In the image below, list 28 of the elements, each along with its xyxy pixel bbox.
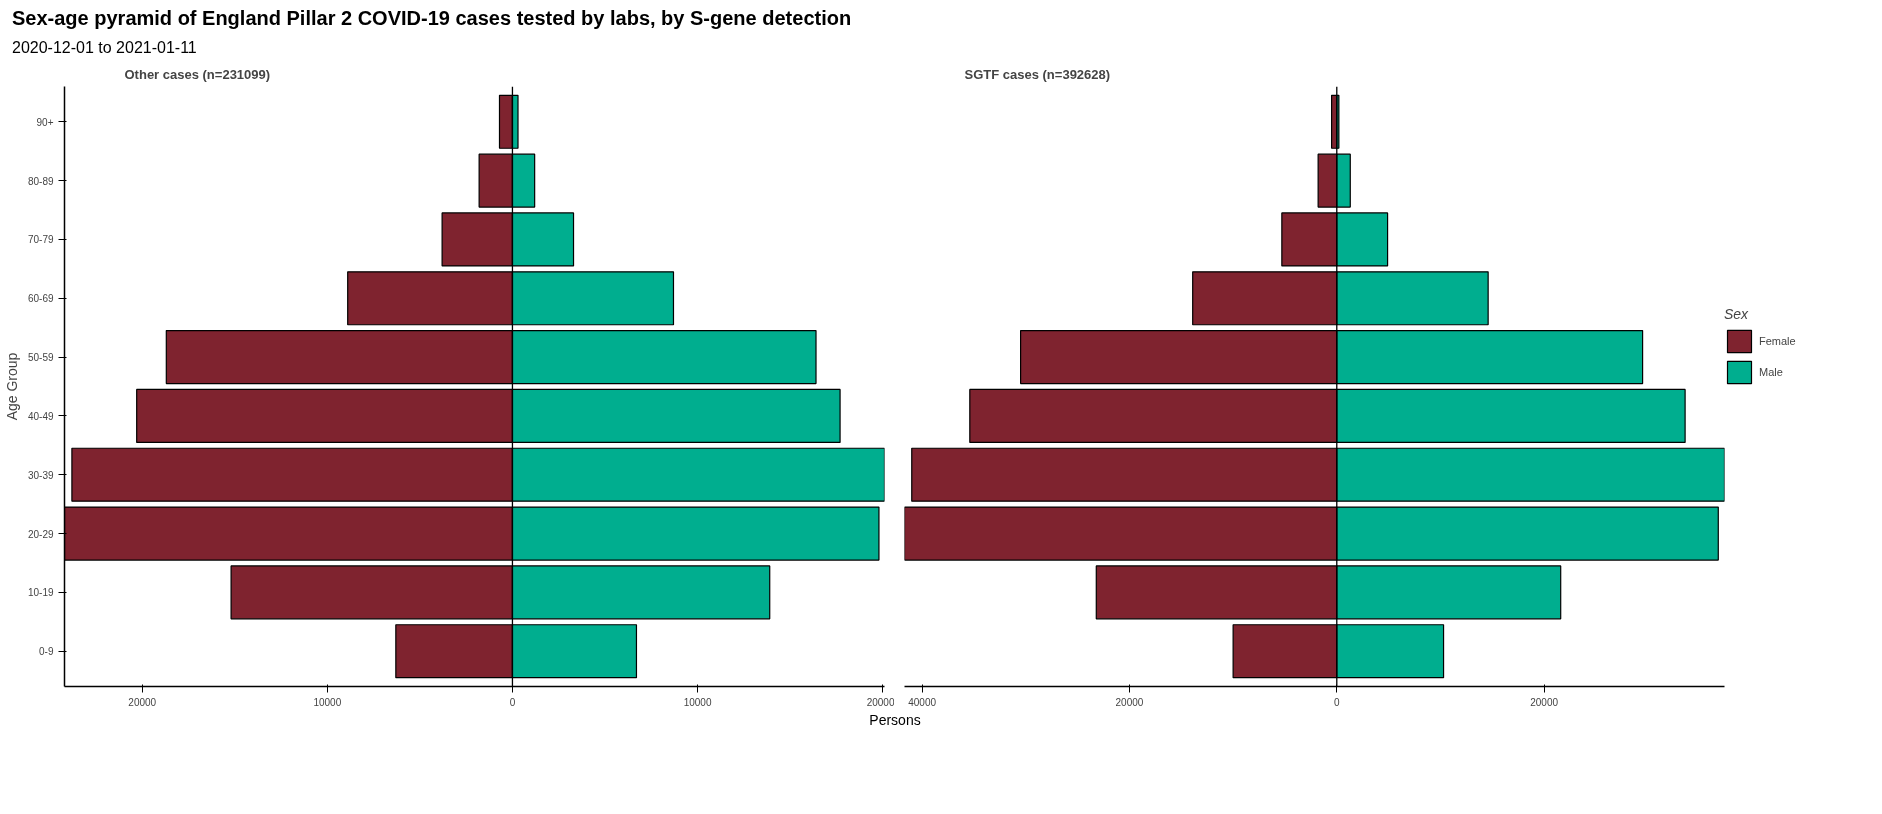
y-tick-label: 10-19: [27, 587, 54, 599]
x-tick-label: 20000: [1115, 696, 1144, 708]
y-tick-label: 80-89: [27, 176, 54, 188]
y-tick-label: 90+: [36, 117, 54, 129]
legend-label: Female: [1759, 335, 1796, 348]
y-tick-label: 70-79: [27, 234, 54, 246]
x-tick-label: 10000: [313, 696, 342, 708]
y-tick-label: 50-59: [27, 352, 54, 364]
y-tick-label: 40-49: [27, 411, 54, 423]
x-axis-title: Persons: [869, 711, 921, 731]
x-tick-label: 0: [1334, 696, 1341, 708]
y-tick-label: 20-29: [27, 528, 54, 540]
x-tick-label: 10000: [683, 696, 712, 708]
chart-title: SGTF cases (n=392628): [964, 66, 1111, 82]
y-axis-title: Age Group: [3, 352, 20, 421]
x-tick-label: 20000: [128, 696, 157, 708]
y-tick-label: 0-9: [39, 646, 54, 658]
y-tick-label: 30-39: [27, 470, 54, 482]
x-tick-label: 40000: [908, 696, 937, 708]
legend-label: Male: [1759, 366, 1783, 379]
chart-title: Other cases (n=231099): [124, 66, 271, 82]
legend-title: Sex: [1724, 306, 1750, 323]
x-tick-label: 20000: [1530, 696, 1559, 708]
x-tick-label: 0: [509, 696, 516, 708]
x-tick-label: 20000: [866, 696, 895, 708]
y-tick-label: 60-69: [27, 293, 54, 305]
text: Sex-age pyramid of England Pillar 2 COVID-19 cases tested by labs, by S-gene detection: [12, 6, 852, 31]
text: 2020-12-01 to 2021-01-11: [12, 37, 197, 58]
